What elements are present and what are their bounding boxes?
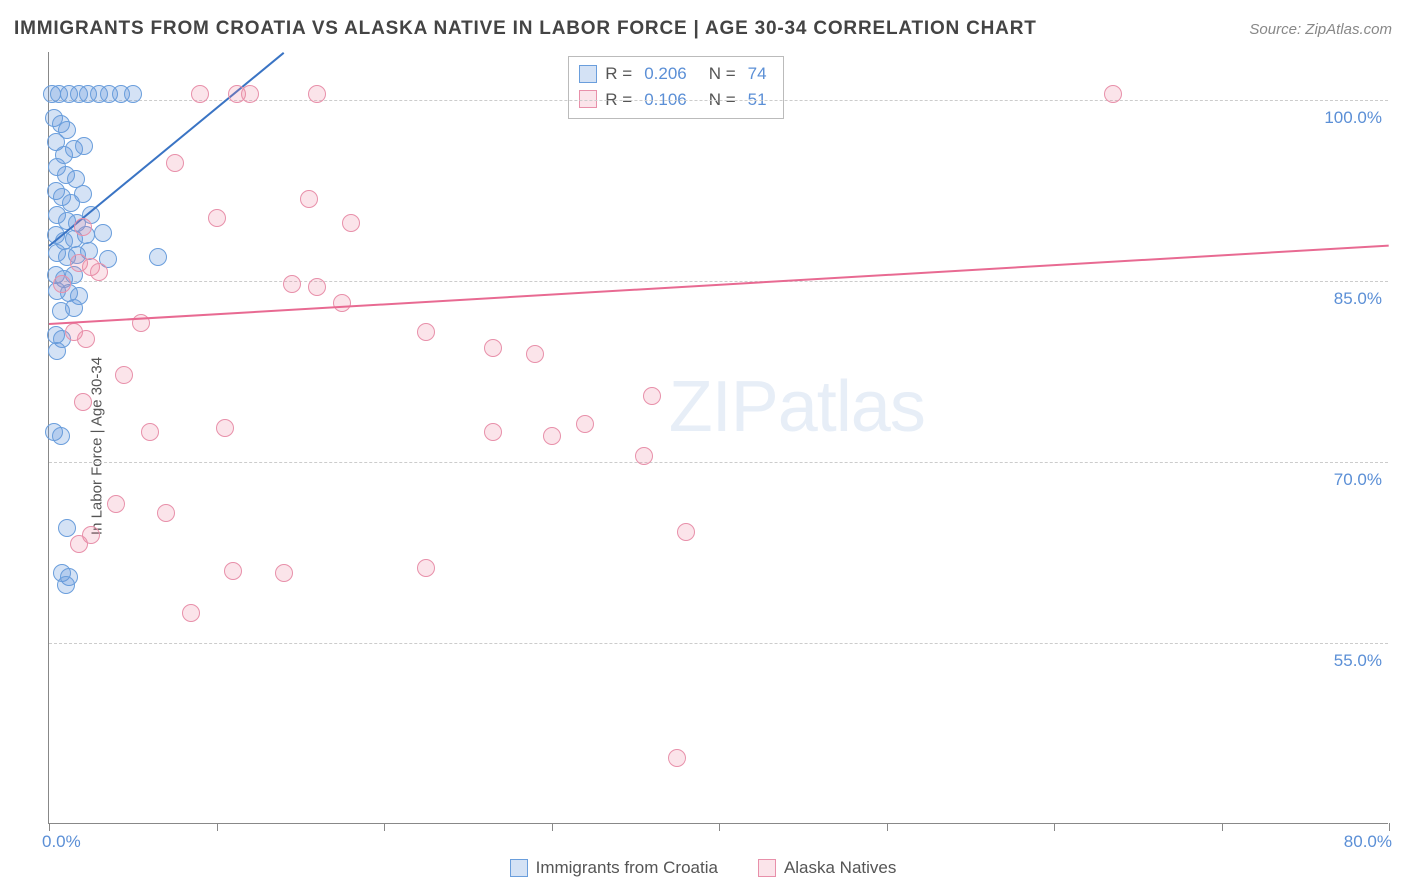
data-point [484,339,502,357]
y-tick-label: 100.0% [1324,108,1382,128]
data-point [74,218,92,236]
n-label: N = [709,61,736,87]
r-label: R = [605,87,632,113]
series-legend-label: Immigrants from Croatia [536,858,718,878]
x-tick [217,823,218,831]
data-point [224,562,242,580]
data-point [484,423,502,441]
data-point [417,323,435,341]
x-tick [719,823,720,831]
data-point [141,423,159,441]
x-tick [552,823,553,831]
r-label: R = [605,61,632,87]
x-axis-min-label: 0.0% [42,832,81,852]
data-point [333,294,351,312]
data-point [635,447,653,465]
data-point [576,415,594,433]
legend-swatch [579,65,597,83]
y-tick-label: 70.0% [1334,470,1382,490]
data-point [70,535,88,553]
series-legend: Immigrants from Croatia Alaska Natives [0,858,1406,878]
data-point [74,185,92,203]
x-tick [49,823,50,831]
correlation-legend: R = 0.206 N = 74 R = 0.106 N = 51 [568,56,783,119]
data-point [57,576,75,594]
correlation-legend-row: R = 0.106 N = 51 [579,87,770,113]
data-point [107,495,125,513]
legend-swatch [579,90,597,108]
data-point [58,519,76,537]
data-point [74,393,92,411]
data-point [90,263,108,281]
source-label: Source: ZipAtlas.com [1249,21,1392,39]
data-point [208,209,226,227]
data-point [124,85,142,103]
data-point [182,604,200,622]
data-point [52,427,70,445]
data-point [75,137,93,155]
watermark-bold: ZIP [669,367,778,447]
data-point [94,224,112,242]
x-tick [1222,823,1223,831]
n-value: 51 [748,87,767,113]
watermark: ZIPatlas [669,366,925,448]
r-value: 0.106 [644,87,687,113]
source-value: ZipAtlas.com [1305,21,1392,38]
data-point [65,299,83,317]
source-prefix: Source: [1249,21,1305,38]
x-tick [1054,823,1055,831]
watermark-thin: atlas [778,367,925,447]
trend-line [49,245,1389,325]
data-point [526,345,544,363]
series-legend-item: Immigrants from Croatia [510,858,718,878]
scatter-plot-area: ZIPatlas R = 0.206 N = 74 R = 0.106 N = 51 55.0… [48,52,1388,824]
legend-swatch [510,859,528,877]
data-point [342,214,360,232]
y-tick-label: 55.0% [1334,651,1382,671]
x-axis-max-label: 80.0% [1344,832,1392,852]
y-tick-label: 85.0% [1334,289,1382,309]
data-point [300,190,318,208]
legend-swatch [758,859,776,877]
gridline [49,643,1388,644]
data-point [308,85,326,103]
series-legend-label: Alaska Natives [784,858,896,878]
data-point [308,278,326,296]
series-legend-item: Alaska Natives [758,858,896,878]
data-point [216,419,234,437]
data-point [115,366,133,384]
gridline [49,462,1388,463]
data-point [149,248,167,266]
x-tick [887,823,888,831]
x-tick [384,823,385,831]
data-point [166,154,184,172]
data-point [543,427,561,445]
data-point [157,504,175,522]
data-point [53,275,71,293]
chart-title: IMMIGRANTS FROM CROATIA VS ALASKA NATIVE… [14,18,1037,40]
data-point [417,559,435,577]
data-point [77,330,95,348]
data-point [275,564,293,582]
x-tick [1389,823,1390,831]
data-point [241,85,259,103]
r-value: 0.206 [644,61,687,87]
n-label: N = [709,87,736,113]
data-point [643,387,661,405]
data-point [668,749,686,767]
data-point [48,342,66,360]
gridline [49,281,1388,282]
correlation-legend-row: R = 0.206 N = 74 [579,61,770,87]
data-point [283,275,301,293]
data-point [677,523,695,541]
n-value: 74 [748,61,767,87]
data-point [191,85,209,103]
data-point [1104,85,1122,103]
